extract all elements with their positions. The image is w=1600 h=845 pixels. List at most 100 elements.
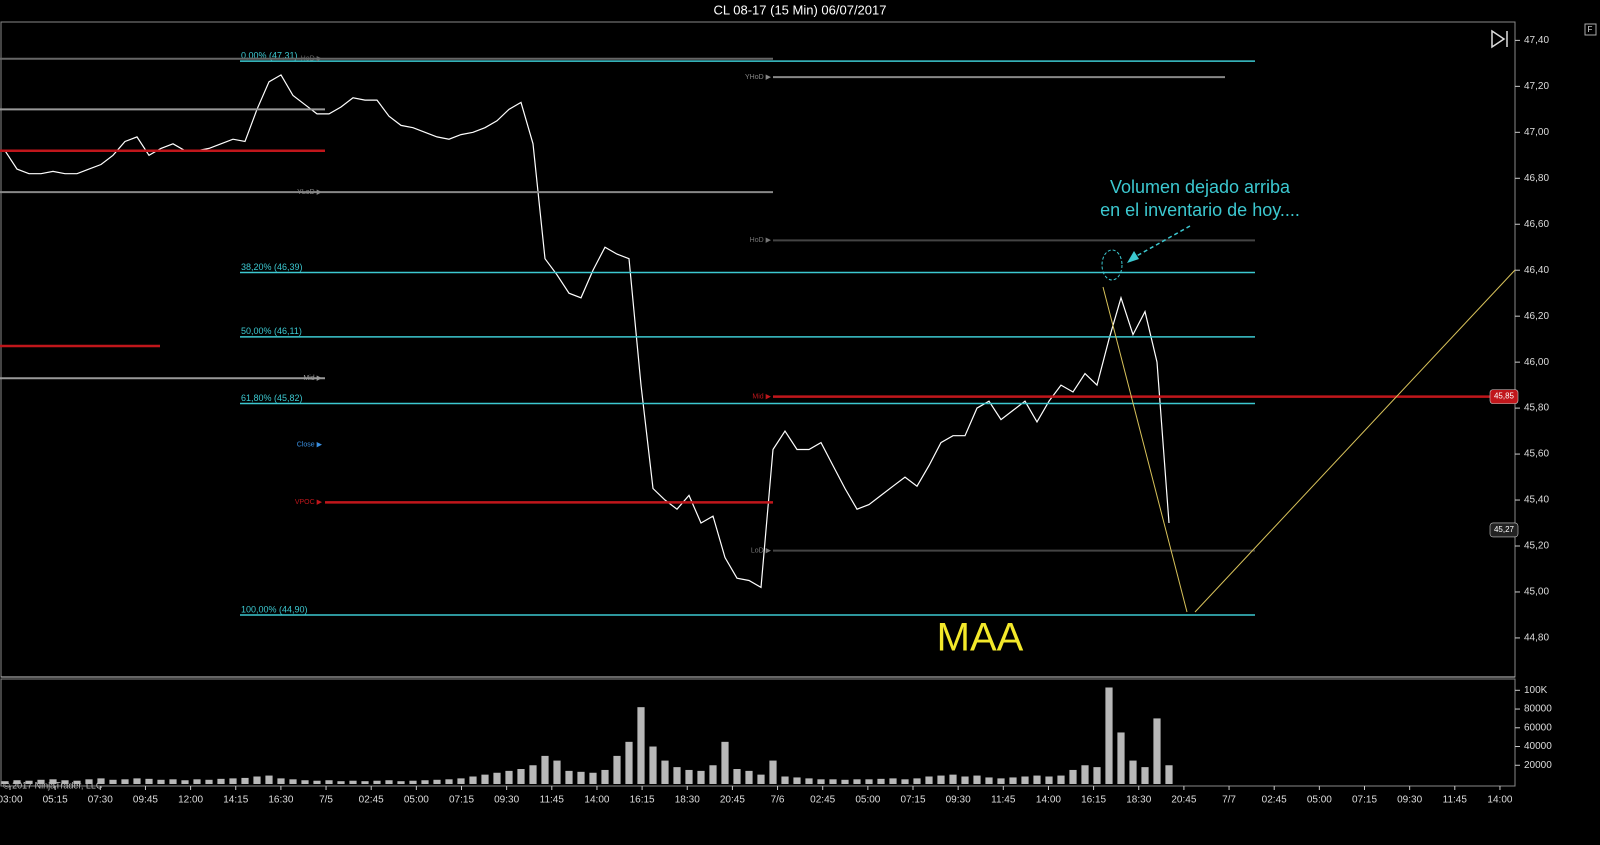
volume-bar <box>1069 769 1077 784</box>
y-tick-label: 46,20 <box>1524 311 1549 322</box>
y-tick-label: 60000 <box>1524 722 1552 733</box>
x-tick-label: 05:15 <box>43 795 68 806</box>
volume-bar <box>157 779 165 784</box>
volume-bar <box>1141 767 1149 784</box>
level-label: YLoD ▶ <box>297 189 322 196</box>
volume-bar <box>13 780 21 784</box>
volume-bar <box>949 774 957 784</box>
x-tick-label: 14:00 <box>1487 795 1512 806</box>
level-label: Mid ▶ <box>752 393 771 400</box>
y-tick-label: 45,20 <box>1524 541 1549 552</box>
x-tick-label: 05:00 <box>1307 795 1332 806</box>
volume-bar <box>73 780 81 784</box>
volume-bar <box>1153 718 1161 784</box>
volume-bar <box>1129 760 1137 784</box>
volume-bar <box>601 769 609 784</box>
volume-bar <box>457 778 465 784</box>
x-tick-label: 02:45 <box>810 795 835 806</box>
volume-bar <box>613 755 621 784</box>
volume-bar <box>37 779 45 784</box>
volume-bar <box>865 779 873 784</box>
volume-bar <box>1021 776 1029 784</box>
volume-bar <box>1033 775 1041 784</box>
x-tick-label: 05:00 <box>404 795 429 806</box>
note: Volumen dejado arriba <box>1110 177 1291 197</box>
copyright: © 2017 NinjaTrader, LLC <box>3 780 103 790</box>
note-arrowhead <box>1127 251 1139 263</box>
fib-label: 61,80% (45,82) <box>241 393 303 403</box>
volume-bar <box>397 781 405 784</box>
volume-bar <box>997 778 1005 784</box>
volume-bar <box>937 775 945 784</box>
x-tick-label: 07:15 <box>1352 795 1377 806</box>
level-label: VPOC ▶ <box>295 499 323 506</box>
volume-bar <box>421 780 429 784</box>
note-arrow <box>1132 225 1191 259</box>
volume-bar <box>829 779 837 784</box>
volume-bar <box>169 779 177 784</box>
volume-bar <box>913 778 921 784</box>
x-tick-label: 12:00 <box>178 795 203 806</box>
volume-bar <box>265 775 273 784</box>
price-badge <box>1489 522 1519 538</box>
volume-bar <box>1165 765 1173 784</box>
play-icon[interactable] <box>1491 29 1508 49</box>
x-tick-label: 09:30 <box>946 795 971 806</box>
volume-bar <box>289 779 297 784</box>
x-tick-label: 09:30 <box>1397 795 1422 806</box>
volume-bar <box>745 770 753 784</box>
x-tick-label: 02:45 <box>1262 795 1287 806</box>
volume-bar <box>253 776 261 784</box>
x-tick-label: 09:30 <box>494 795 519 806</box>
volume-bar <box>85 779 93 784</box>
volume-bar <box>445 779 453 784</box>
x-tick-label: 02:45 <box>359 795 384 806</box>
volume-bar <box>889 778 897 784</box>
toolbar-button[interactable] <box>1584 23 1597 36</box>
x-tick-label: 07:30 <box>88 795 113 806</box>
volume-bar <box>1009 777 1017 784</box>
volume-bar <box>301 780 309 784</box>
volume-bar <box>565 770 573 784</box>
y-tick-label: 40000 <box>1524 741 1552 752</box>
volume-bar <box>469 776 477 784</box>
volume-bar <box>529 765 537 784</box>
volume-bar <box>685 769 693 784</box>
volume-bar <box>205 779 213 784</box>
volume-bar <box>721 741 729 784</box>
volume-bar <box>25 780 33 784</box>
x-tick-label: 7/6 <box>771 795 785 806</box>
play-triangle[interactable] <box>1491 29 1506 49</box>
x-tick-label: 14:00 <box>1036 795 1061 806</box>
volume-bar <box>1057 775 1065 784</box>
volume-bar <box>637 707 645 784</box>
x-tick-label: 20:45 <box>1171 795 1196 806</box>
volume-bar <box>493 772 501 784</box>
volume-bar <box>661 760 669 784</box>
y-tick-label: 47,20 <box>1524 81 1549 92</box>
x-tick-label: 03:00 <box>0 795 23 806</box>
volume-bar <box>193 779 201 784</box>
volume-bar <box>385 780 393 784</box>
y-tick-label: 47,00 <box>1524 127 1549 138</box>
volume-bar <box>109 779 117 784</box>
x-tick-label: 07:15 <box>449 795 474 806</box>
level-label: HoD ▶ <box>301 56 323 63</box>
price-badge <box>1489 389 1519 404</box>
x-tick-label: 11:45 <box>991 795 1016 806</box>
volume-bar <box>973 775 981 784</box>
volume-bar <box>709 765 717 784</box>
toolbar-button-label[interactable]: F <box>1588 25 1593 34</box>
volume-bar <box>325 780 333 784</box>
level-label: YHoD ▶ <box>745 74 772 81</box>
x-tick-label: 11:45 <box>1443 795 1468 806</box>
volume-bar <box>241 777 249 784</box>
level-label: Mid ▶ <box>303 375 322 382</box>
y-tick-label: 46,40 <box>1524 265 1549 276</box>
volume-bar <box>313 780 321 784</box>
volume-bar <box>361 781 369 784</box>
volume-bar <box>553 760 561 784</box>
